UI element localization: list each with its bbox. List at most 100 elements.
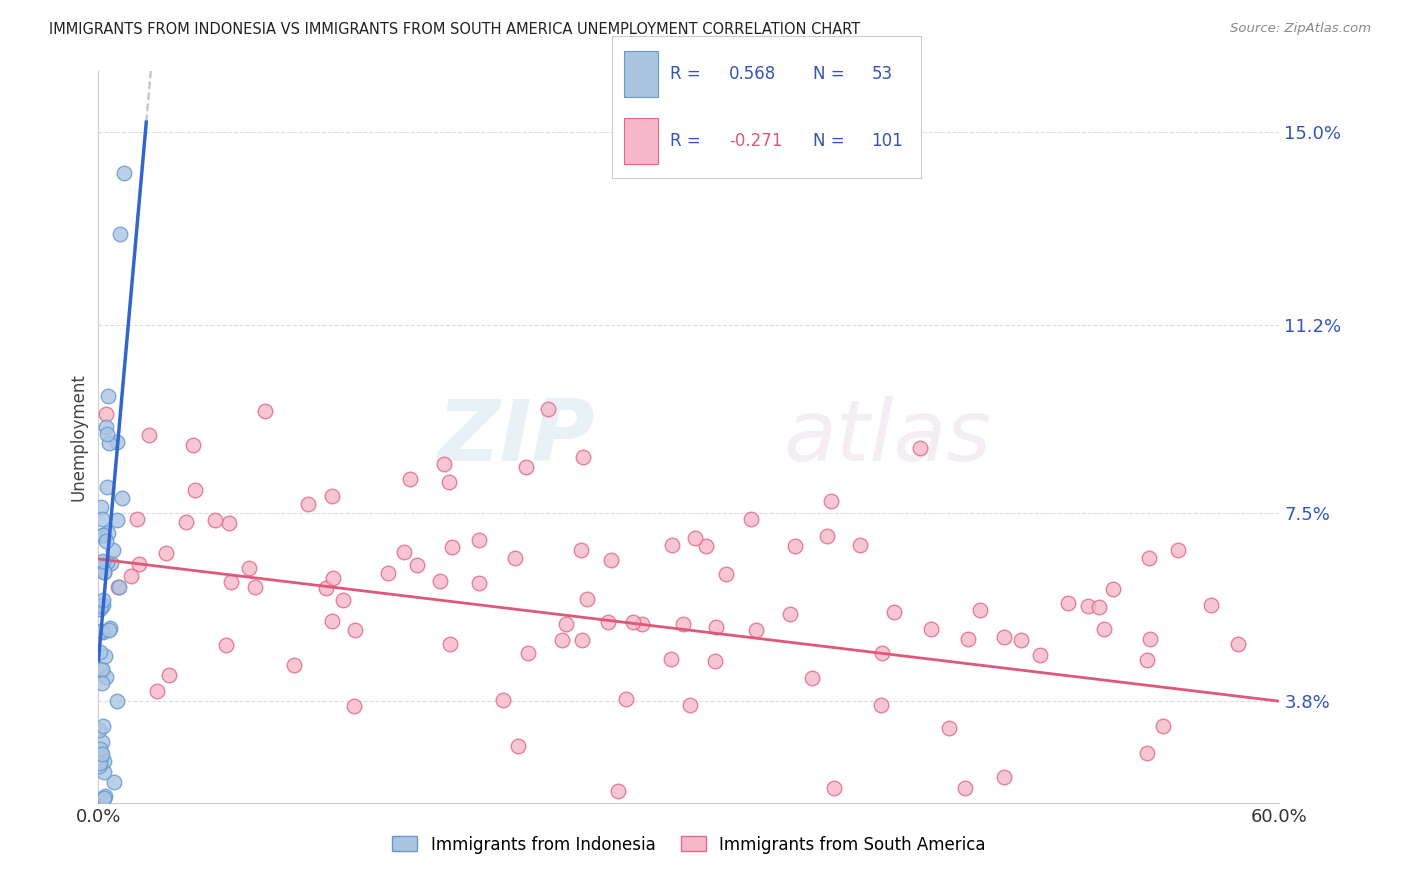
Point: [90, 599, 112, 614]
Point: [704, 654, 727, 668]
Point: [184, 483, 207, 497]
Point: [993, 771, 1015, 785]
Point: [745, 623, 768, 637]
Point: [823, 780, 845, 795]
Point: [105, 435, 128, 450]
Point: [1227, 638, 1250, 652]
Point: [315, 581, 337, 595]
Point: [606, 784, 628, 798]
Point: [508, 739, 530, 754]
Point: [993, 631, 1015, 645]
Point: [1135, 652, 1157, 666]
Point: [537, 402, 560, 417]
Point: [576, 591, 599, 606]
Point: [97, 389, 120, 403]
Point: [96, 480, 118, 494]
Point: [433, 458, 456, 472]
Point: [1139, 632, 1161, 647]
Point: [439, 637, 461, 651]
Point: [551, 632, 574, 647]
Point: [91, 511, 114, 525]
Point: [672, 617, 695, 632]
Point: [219, 574, 242, 589]
Point: [1152, 719, 1174, 733]
Text: Source: ZipAtlas.com: Source: ZipAtlas.com: [1230, 22, 1371, 36]
Point: [112, 166, 135, 180]
Legend: Immigrants from Indonesia, Immigrants from South America: Immigrants from Indonesia, Immigrants fr…: [385, 829, 993, 860]
Text: 53: 53: [872, 65, 893, 83]
Point: [322, 571, 344, 585]
Point: [554, 617, 576, 632]
FancyBboxPatch shape: [624, 52, 658, 97]
Point: [127, 512, 149, 526]
Point: [883, 605, 905, 619]
Text: R =: R =: [671, 132, 702, 150]
Point: [90, 500, 112, 515]
Point: [468, 576, 491, 591]
Point: [659, 652, 682, 666]
Point: [146, 683, 169, 698]
Point: [800, 671, 823, 685]
Point: [1029, 648, 1052, 662]
Text: IMMIGRANTS FROM INDONESIA VS IMMIGRANTS FROM SOUTH AMERICA UNEMPLOYMENT CORRELAT: IMMIGRANTS FROM INDONESIA VS IMMIGRANTS …: [49, 22, 860, 37]
Point: [96, 420, 118, 434]
Point: [614, 692, 637, 706]
Point: [953, 780, 976, 795]
Point: [503, 551, 526, 566]
Point: [105, 694, 128, 708]
Point: [94, 649, 117, 664]
Point: [254, 404, 277, 418]
Point: [91, 718, 114, 732]
Point: [1088, 599, 1111, 614]
Point: [96, 408, 118, 422]
Point: [218, 516, 240, 531]
Point: [1057, 596, 1080, 610]
Point: [107, 580, 129, 594]
FancyBboxPatch shape: [624, 119, 658, 164]
Point: [91, 554, 114, 568]
Point: [89, 561, 111, 575]
Point: [243, 580, 266, 594]
Point: [97, 525, 120, 540]
Point: [321, 614, 343, 628]
Point: [343, 623, 366, 637]
Text: N =: N =: [813, 132, 844, 150]
Point: [89, 756, 111, 770]
Point: [468, 533, 491, 548]
Point: [91, 662, 114, 676]
Point: [93, 789, 115, 803]
Point: [91, 663, 114, 677]
Point: [157, 668, 180, 682]
Point: [938, 722, 960, 736]
Point: [93, 565, 115, 579]
Point: [377, 566, 399, 580]
Point: [89, 601, 111, 615]
Point: [571, 450, 593, 464]
Text: ZIP: ZIP: [437, 395, 595, 479]
Point: [598, 615, 620, 629]
Point: [429, 574, 451, 588]
Point: [599, 552, 621, 566]
Point: [779, 607, 801, 621]
Point: [969, 603, 991, 617]
Point: [101, 543, 124, 558]
Point: [87, 759, 110, 773]
Point: [283, 657, 305, 672]
Point: [1077, 599, 1099, 613]
Point: [93, 598, 115, 612]
Point: [111, 491, 134, 506]
Point: [332, 592, 354, 607]
Point: [91, 747, 114, 761]
Point: [571, 632, 593, 647]
Point: [740, 512, 762, 526]
Text: R =: R =: [671, 65, 702, 83]
Text: atlas: atlas: [783, 395, 991, 479]
Point: [91, 592, 114, 607]
Point: [515, 459, 537, 474]
Point: [98, 436, 121, 450]
Point: [93, 790, 115, 805]
Point: [394, 545, 416, 559]
Point: [105, 513, 128, 527]
Point: [679, 698, 702, 712]
Point: [91, 528, 114, 542]
